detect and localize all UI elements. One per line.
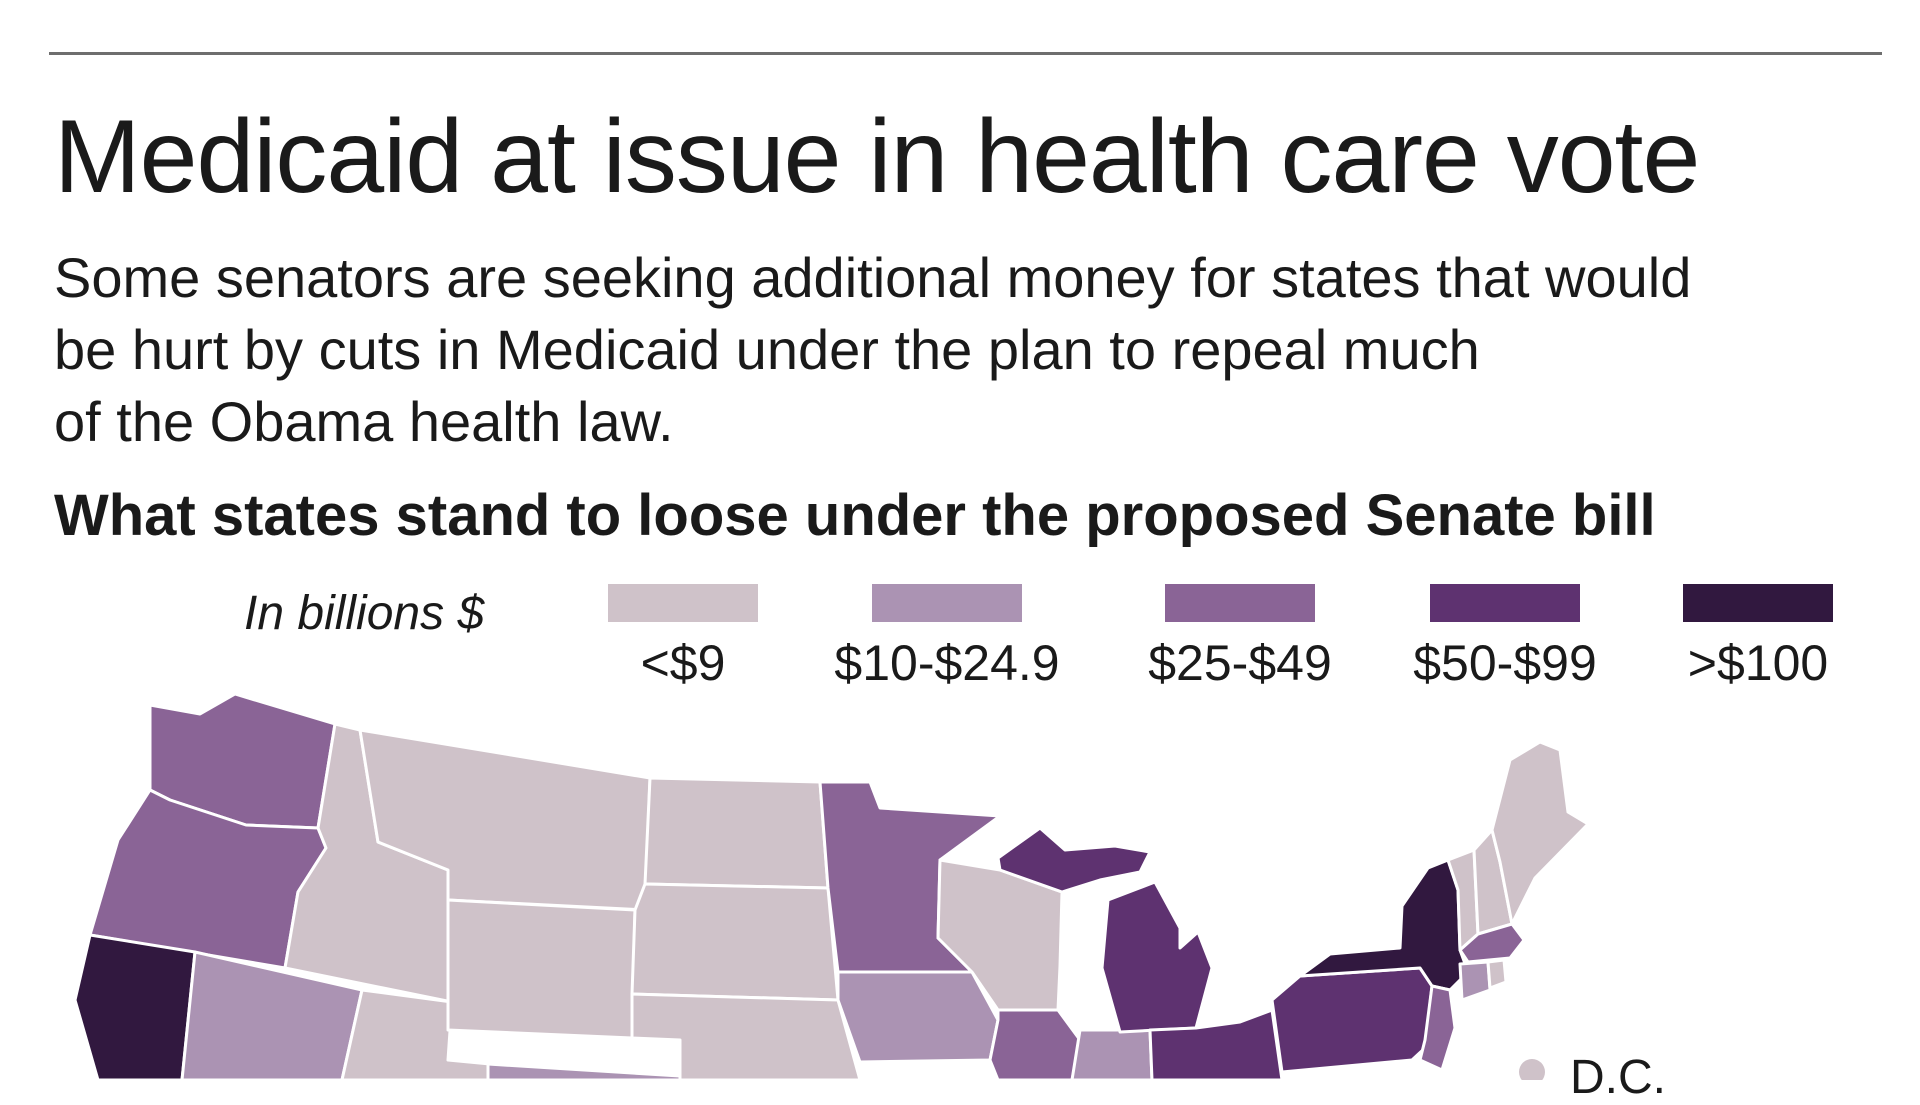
state-wyoming	[446, 898, 637, 1040]
legend-swatch-bin-3	[1430, 584, 1580, 622]
us-choropleth-map	[73, 692, 1590, 1080]
state-pennsylvania	[1270, 966, 1434, 1074]
state-new-york	[1298, 858, 1470, 992]
chart-heading: What states stand to loose under the pro…	[54, 483, 1656, 548]
state-nebraska	[630, 992, 862, 1080]
subtitle-line: Some senators are seeking additional mon…	[54, 246, 1692, 309]
state-nevada	[180, 950, 364, 1080]
state-michigan-lower	[1100, 880, 1214, 1034]
subtitle: Some senators are seeking additional mon…	[54, 242, 1854, 458]
legend-swatch-bin-0	[608, 584, 758, 622]
state-new-jersey	[1418, 984, 1457, 1072]
state-michigan-upper	[996, 826, 1152, 894]
page-title: Medicaid at issue in health care vote	[54, 99, 1700, 215]
legend-swatch-bin-4	[1683, 584, 1833, 622]
dc-label: D.C.	[1570, 1051, 1666, 1104]
legend-label-bin-4: >$100	[1687, 635, 1829, 691]
legend-label-bin-3: $50-$99	[1413, 635, 1597, 691]
state-connecticut	[1458, 960, 1492, 1002]
subtitle-line: of the Obama health law.	[54, 390, 674, 453]
dc-marker	[1519, 1059, 1545, 1080]
legend-swatch-bin-1	[872, 584, 1022, 622]
legend-label-bin-0: <$9	[640, 635, 726, 691]
legend-label-bin-2: $25-$49	[1148, 635, 1332, 691]
state-north-dakota	[643, 776, 830, 890]
state-iowa	[836, 970, 1000, 1064]
state-illinois	[988, 1008, 1082, 1080]
subtitle-line: be hurt by cuts in Medicaid under the pl…	[54, 318, 1480, 381]
state-california	[73, 933, 197, 1080]
legend-units: In billions $	[244, 587, 485, 640]
legend-label-bin-1: $10-$24.9	[834, 635, 1060, 691]
legend-swatch-bin-2	[1165, 584, 1315, 622]
state-colorado	[486, 1062, 682, 1080]
state-maine	[1490, 740, 1590, 926]
state-rhode-island	[1486, 958, 1508, 990]
top-rule	[49, 52, 1882, 55]
state-south-dakota	[630, 882, 840, 1002]
state-indiana	[1070, 1028, 1154, 1080]
